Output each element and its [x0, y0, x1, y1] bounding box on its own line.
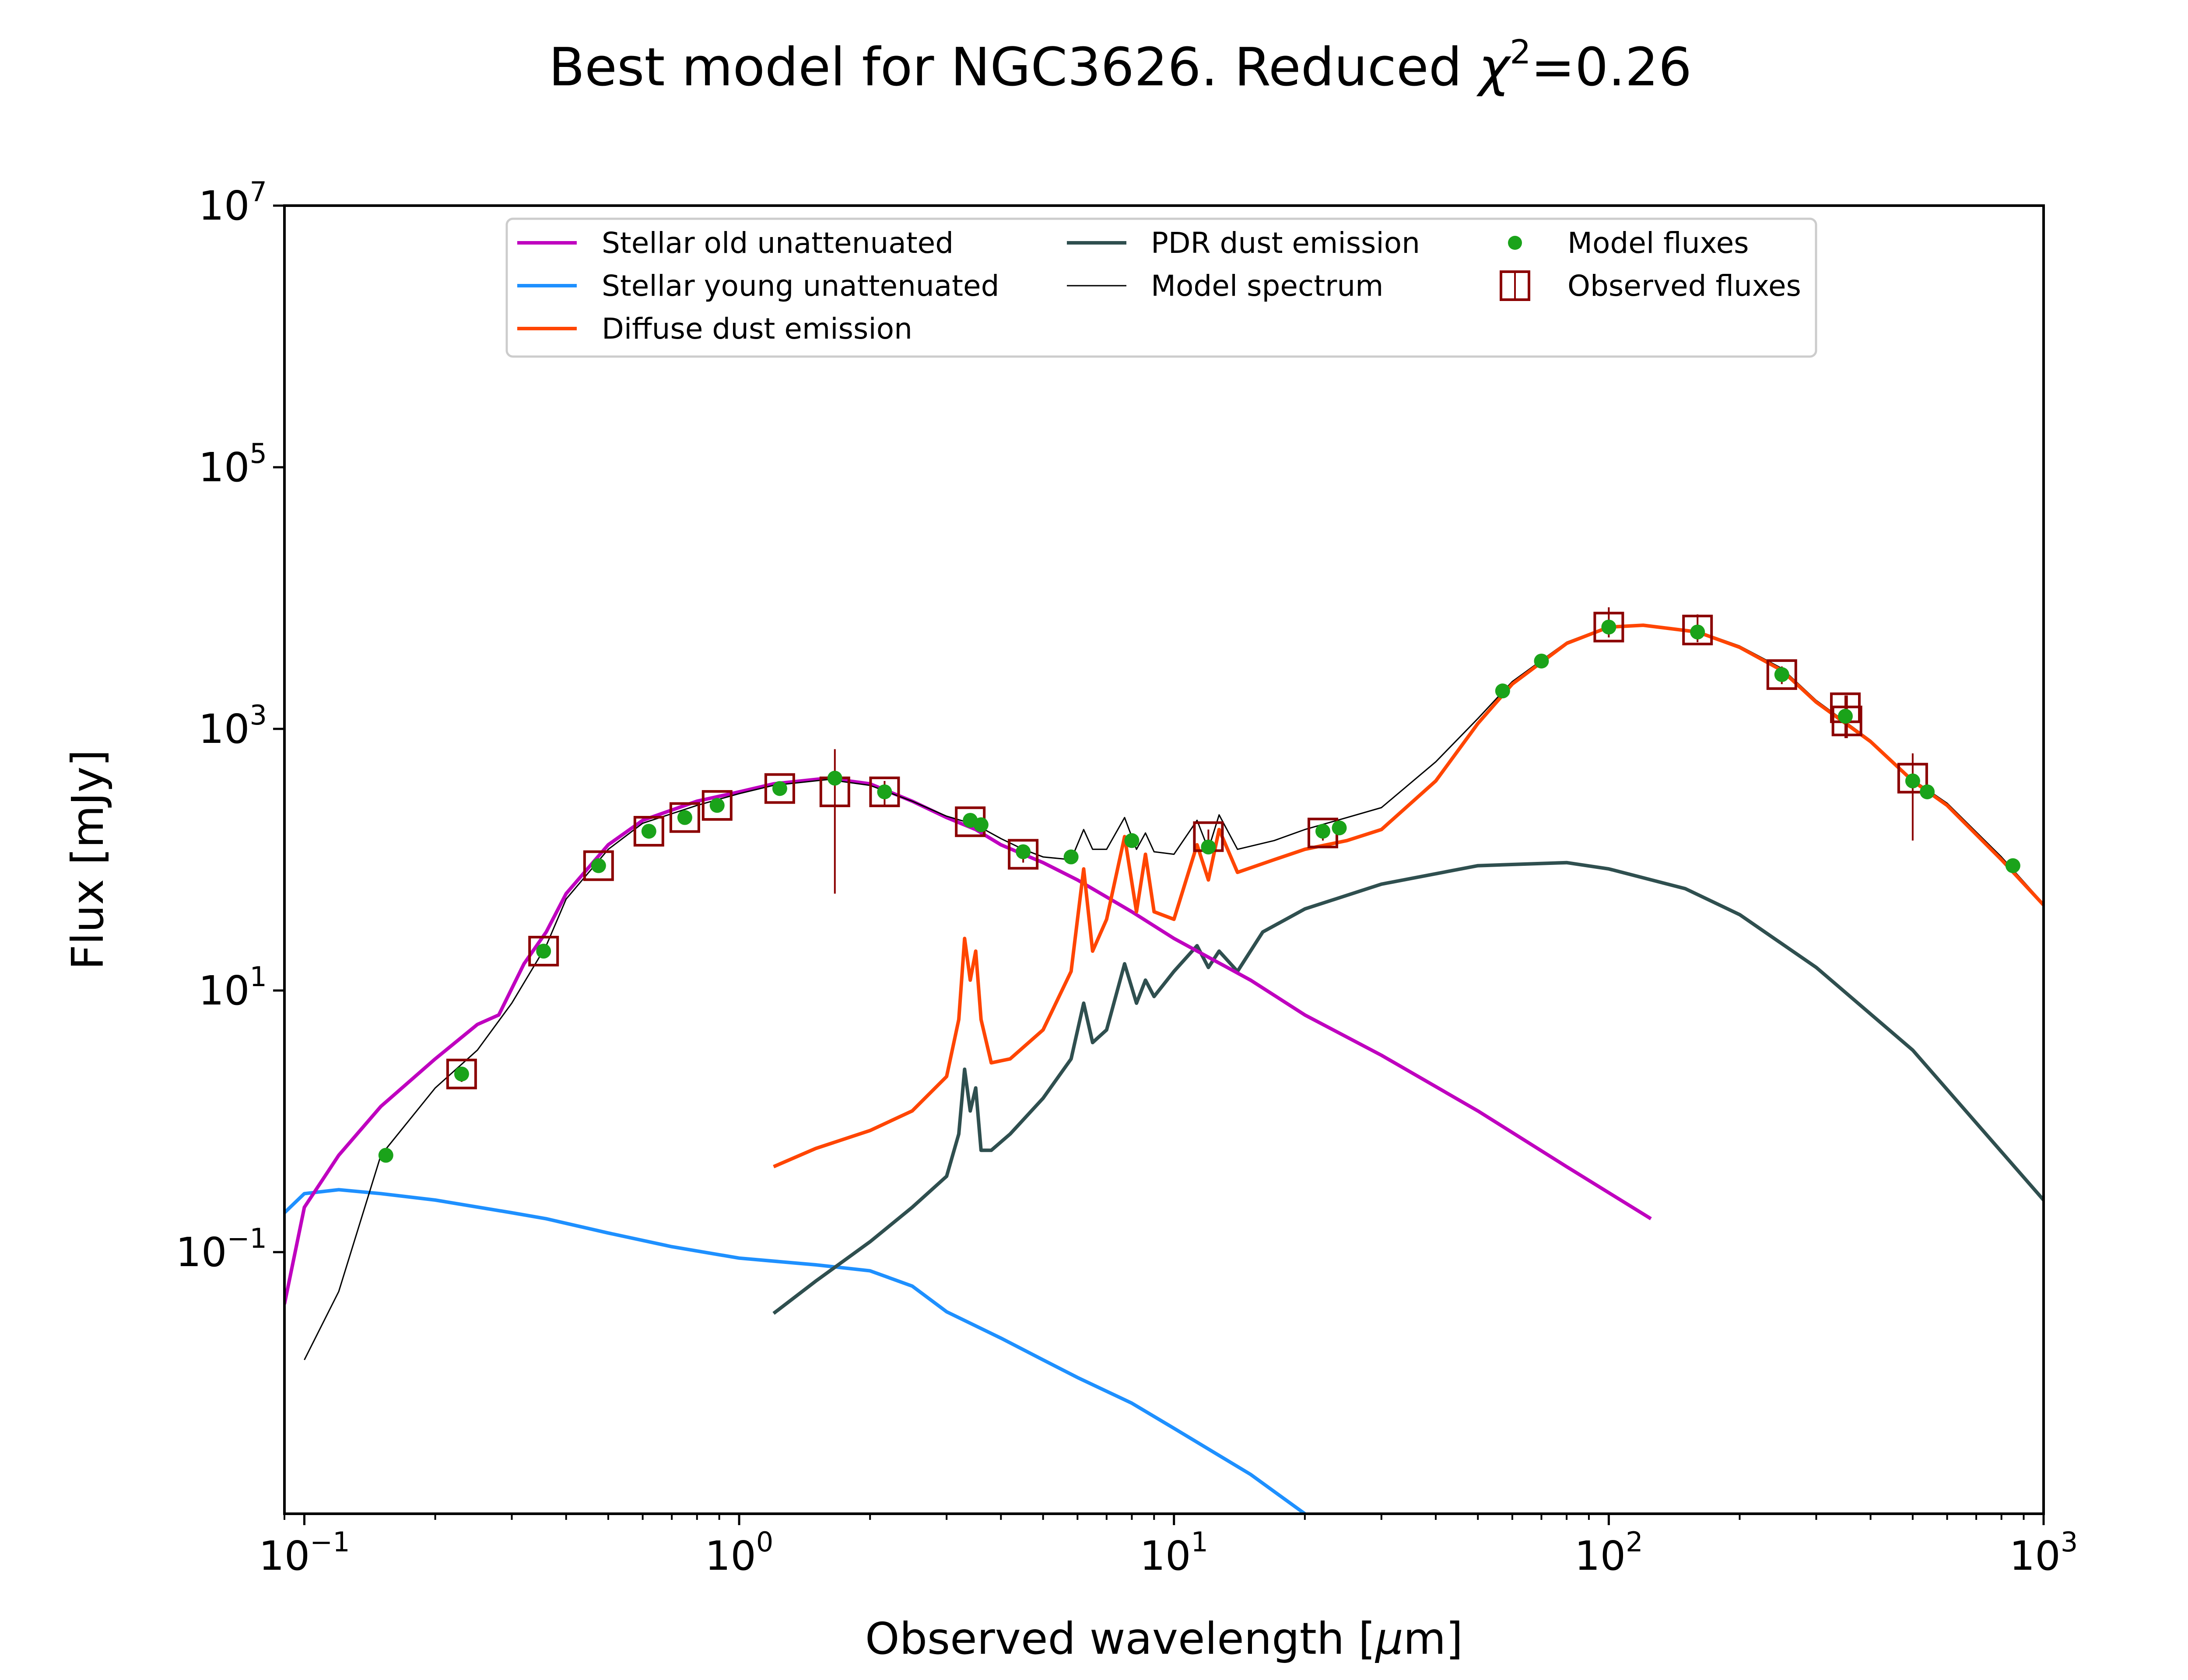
axis-ticks: 10−1 100 101 102 103 10−1 101 103 105 107	[176, 176, 2078, 1579]
observed-flux-marker	[1897, 763, 1928, 794]
model-flux-point	[772, 781, 787, 796]
x-tick-label: 101	[1140, 1526, 1208, 1579]
model-flux-point	[1534, 653, 1549, 668]
legend-box	[505, 217, 1817, 358]
observed-flux-marker	[669, 802, 700, 833]
x-tick-label: 10−1	[259, 1526, 350, 1579]
model-flux-point	[1201, 840, 1216, 855]
x-tick-label: 103	[2009, 1526, 2078, 1579]
model-flux-point	[1315, 823, 1330, 839]
observed-flux-marker	[446, 1058, 477, 1089]
x-tick-label: 102	[1574, 1526, 1643, 1579]
model-flux-point	[1905, 773, 1920, 788]
model-flux-point	[1601, 620, 1616, 635]
model-flux-point	[2005, 858, 2020, 873]
chart-title: Best model for NGC3626. Reduced χ2=0.26	[549, 32, 1692, 98]
y-tick-label: 107	[198, 176, 267, 229]
model-flux-point	[1495, 683, 1510, 699]
y-tick-label: 103	[198, 699, 267, 752]
model-flux-point	[877, 784, 892, 799]
legend: Stellar old unattenuated Stellar young u…	[505, 217, 1817, 358]
model-flux-point	[1774, 667, 1789, 682]
model-flux-point	[378, 1148, 393, 1163]
legend-label-observed-fluxes: Observed fluxes	[1567, 269, 1801, 303]
observed-flux-marker	[633, 816, 664, 847]
observed-flux-marker	[528, 935, 559, 966]
y-tick-label: 105	[198, 438, 267, 491]
legend-label-pdr-dust: PDR dust emission	[1151, 226, 1420, 260]
x-tick-label: 100	[705, 1526, 774, 1579]
observed-flux-marker	[1593, 612, 1624, 643]
model-flux-point	[1837, 709, 1853, 724]
model-flux-point	[1920, 784, 1935, 799]
legend-label-model-spectrum: Model spectrum	[1151, 269, 1383, 303]
observed-flux-marker	[764, 773, 795, 804]
model-flux-point	[641, 823, 656, 839]
observed-flux-marker	[1682, 614, 1713, 645]
model-flux-point	[1016, 844, 1031, 859]
y-tick-label: 101	[198, 961, 267, 1014]
legend-label-model-fluxes: Model fluxes	[1567, 226, 1749, 260]
legend-label-stellar-young: Stellar young unattenuated	[602, 269, 999, 303]
legend-marker-model-fluxes	[1508, 236, 1522, 250]
observed-flux-marker	[701, 790, 733, 821]
observed-flux-marker	[1766, 659, 1797, 690]
model-flux-point	[827, 770, 842, 786]
series-line-stellar-young	[284, 1188, 1306, 1514]
x-axis-label: Observed wavelength [μm]	[865, 1613, 1463, 1664]
legend-label-diffuse-dust: Diffuse dust emission	[602, 312, 912, 346]
model-flux-point	[536, 943, 551, 959]
observed-flux-marker	[1008, 839, 1039, 870]
model-flux-point	[709, 798, 725, 813]
model-flux-point	[677, 810, 692, 825]
points-layer	[378, 607, 2020, 1163]
observed-flux-marker	[869, 776, 900, 807]
y-tick-label: 10−1	[176, 1222, 267, 1276]
y-axis-label: Flux [mJy]	[62, 749, 113, 970]
legend-label-stellar-old: Stellar old unattenuated	[602, 226, 954, 260]
model-flux-point	[1690, 624, 1705, 640]
observed-flux-marker	[1831, 705, 1862, 736]
series-line-pdr-dust	[772, 861, 2044, 1315]
model-flux-point	[973, 817, 989, 833]
model-flux-point	[591, 858, 606, 873]
observed-flux-marker	[583, 850, 614, 881]
model-flux-point	[1332, 820, 1347, 836]
model-flux-point	[1063, 849, 1079, 864]
plot-frame	[283, 204, 2045, 1515]
model-flux-point	[454, 1066, 469, 1082]
model-flux-point	[1124, 833, 1140, 848]
series-line-diffuse-dust	[773, 623, 2044, 1169]
